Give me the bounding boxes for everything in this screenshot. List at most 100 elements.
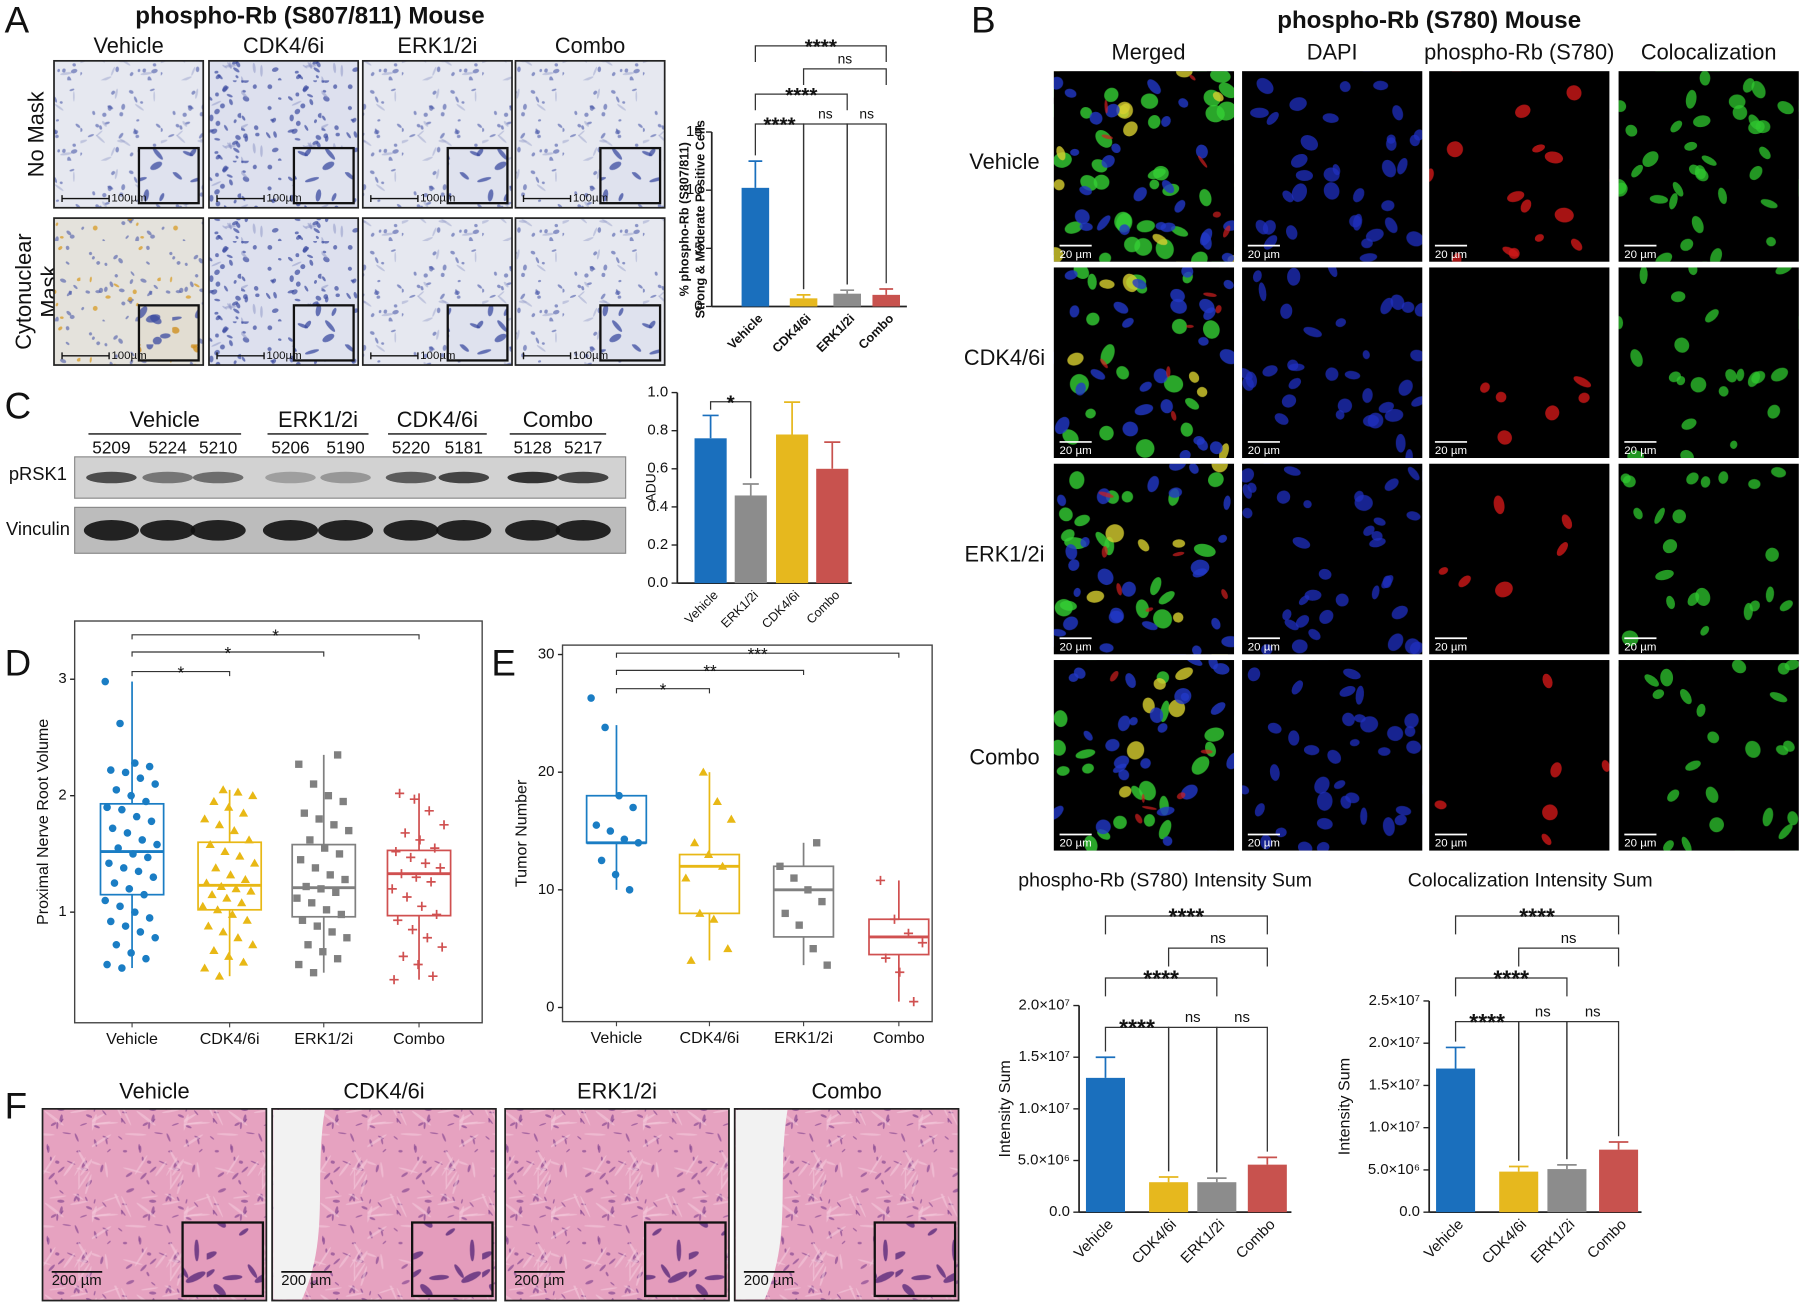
error-bar [742, 483, 759, 496]
row-label: Vehicle [969, 149, 1039, 174]
data-point [409, 794, 420, 804]
data-point [804, 886, 812, 894]
scale-bar [370, 195, 419, 203]
column-header: phospho-Rb (S780) [1424, 40, 1614, 65]
significance-bracket [709, 401, 752, 479]
data-point [229, 826, 239, 835]
significance-label: **** [805, 36, 838, 59]
data-point [611, 870, 620, 879]
y-tick-label: 1.5×10⁷ [1018, 1048, 1069, 1065]
panel-letter: A [5, 0, 30, 41]
x-tick-label: Combo [856, 311, 897, 352]
y-tick-label: 1.0×10⁷ [1018, 1100, 1069, 1117]
data-point [112, 940, 121, 949]
data-point [105, 859, 113, 868]
data-point [203, 921, 213, 930]
significance-label: **** [1493, 965, 1529, 991]
data-point [790, 874, 798, 882]
bar [741, 187, 770, 307]
data-point [200, 814, 210, 823]
significance-label: ns [818, 106, 833, 121]
x-tick-label: Vehicle [725, 311, 766, 352]
data-point [432, 909, 442, 920]
significance-label: ns [1585, 1003, 1601, 1020]
significance-label: ns [1185, 1009, 1201, 1026]
x-tick-label: Combo [873, 1029, 925, 1047]
data-point [224, 951, 234, 960]
significance-bracket [1104, 977, 1218, 997]
blot-band [265, 471, 316, 484]
blot-band [142, 471, 193, 484]
data-point [116, 902, 124, 911]
error-bar [1095, 1056, 1116, 1078]
scale-bar-label: 100µm [111, 350, 146, 362]
y-tick-label: 10 [686, 181, 703, 198]
scale-bar-label: 100µm [420, 193, 455, 205]
data-point [144, 853, 152, 862]
significance-bracket [754, 45, 887, 62]
column-header: ERK1/2i [397, 33, 477, 58]
bar [1547, 1169, 1587, 1213]
data-point [103, 803, 111, 812]
y-tick-label: 0.0 [647, 574, 668, 591]
lane-label: 5220 [392, 437, 430, 457]
data-point [119, 864, 128, 872]
data-point [149, 873, 158, 881]
x-tick-label: ERK1/2i [294, 1030, 353, 1048]
scale-bar [522, 352, 572, 360]
y-tick-label: 0.0 [1399, 1203, 1420, 1220]
data-point [227, 909, 238, 918]
data-point [300, 809, 309, 817]
data-point [198, 901, 208, 910]
bar [734, 495, 767, 584]
data-point [151, 933, 159, 942]
data-point [205, 840, 215, 849]
data-point [147, 817, 156, 826]
blot-band [192, 471, 244, 484]
column-header: Combo [811, 1079, 881, 1104]
micrograph [1618, 71, 1799, 262]
error-bar [879, 288, 894, 295]
data-point [114, 844, 122, 852]
x-tick-label: CDK4/6i [759, 588, 802, 631]
micrograph [1053, 660, 1235, 851]
significance-label: ns [1535, 1003, 1551, 1020]
micrograph [1242, 463, 1423, 655]
data-point [620, 835, 629, 844]
column-header: Merged [1112, 40, 1186, 65]
significance-label: * [727, 392, 736, 415]
lane-label: 5209 [92, 437, 130, 457]
data-point [123, 829, 132, 837]
significance-bracket [1167, 1026, 1218, 1173]
data-point [437, 942, 447, 952]
column-header: Combo [555, 33, 625, 58]
data-point [881, 953, 891, 963]
inset [873, 1221, 957, 1298]
data-point [689, 838, 700, 847]
data-point [116, 719, 124, 728]
panel-letter: C [5, 385, 32, 426]
x-tick-label: CDK4/6i [200, 1030, 260, 1048]
significance-bracket [1216, 1026, 1268, 1173]
y-tick-label: 20 [538, 763, 555, 780]
micrograph [1429, 660, 1610, 851]
data-point [389, 975, 399, 985]
data-point [118, 805, 126, 814]
significance-label: ns [1210, 930, 1226, 947]
data-point [309, 780, 318, 788]
significance-label: **** [1143, 965, 1179, 991]
data-point [145, 914, 154, 922]
scale-bar-label: 20 µm [1248, 445, 1280, 457]
data-point [201, 878, 212, 887]
data-point [426, 877, 436, 887]
data-point [597, 856, 606, 865]
data-point [417, 901, 427, 911]
inset [181, 1221, 265, 1298]
y-axis-label: Strong & Moderate Positive Cells [694, 120, 708, 318]
error-bar [1608, 1141, 1629, 1150]
data-point [686, 955, 696, 964]
y-axis-label: Proximal Nerve Root Volume [34, 719, 52, 925]
data-point [214, 971, 225, 980]
data-point [592, 821, 601, 829]
